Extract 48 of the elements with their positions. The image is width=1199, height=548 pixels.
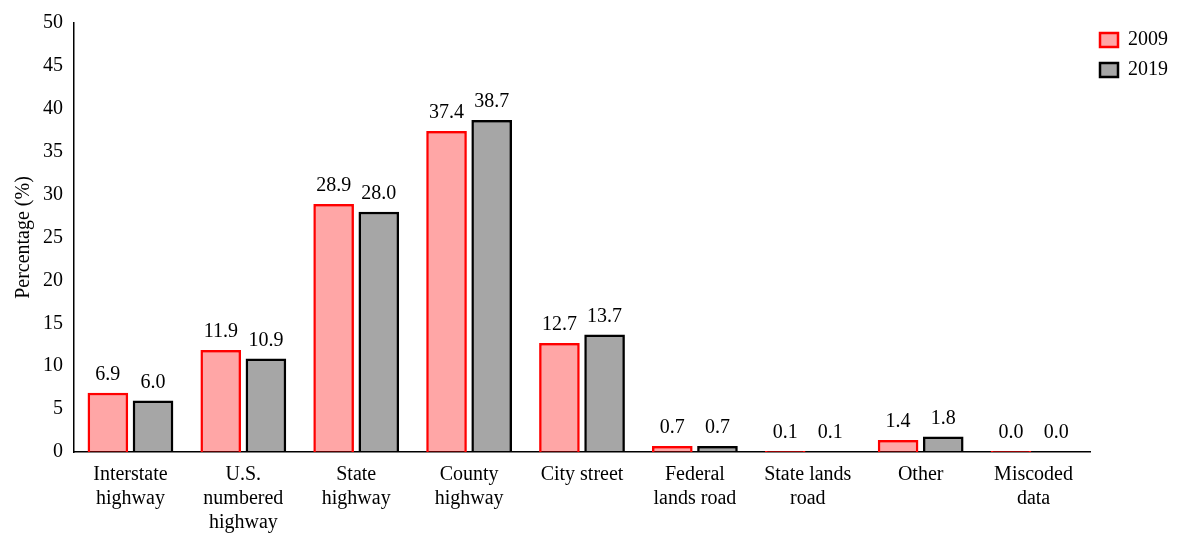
x-tick-label: State lands road xyxy=(764,462,852,509)
y-tick-label: 40 xyxy=(43,96,63,119)
x-tick-label: U.S. numbered highway xyxy=(203,462,284,534)
bar xyxy=(87,392,129,452)
data-label: 11.9 xyxy=(203,319,238,342)
y-tick-label: 5 xyxy=(53,396,63,419)
bar xyxy=(313,204,354,452)
data-label: 0.7 xyxy=(704,415,730,438)
data-label: 6.0 xyxy=(140,369,166,392)
x-tick-label: Other xyxy=(897,462,944,485)
data-label: 6.9 xyxy=(95,362,121,385)
data-label: 12.7 xyxy=(541,312,577,335)
data-label: 1.4 xyxy=(885,409,911,432)
data-label: 37.4 xyxy=(429,100,465,123)
bar xyxy=(426,131,467,452)
y-tick-label: 50 xyxy=(43,10,63,33)
legend-label: 2019 xyxy=(1128,57,1168,80)
y-tick-label: 30 xyxy=(43,181,63,204)
data-label: 0.7 xyxy=(659,415,685,438)
data-label: 0.1 xyxy=(772,420,798,443)
bar xyxy=(651,445,693,452)
x-tick-label: County highway xyxy=(434,462,504,510)
data-label: 28.0 xyxy=(361,181,397,204)
bar xyxy=(877,439,919,452)
data-label: 38.7 xyxy=(474,89,510,112)
data-label: 0.0 xyxy=(998,420,1024,443)
data-label: 10.9 xyxy=(248,327,284,350)
bar xyxy=(539,343,580,452)
data-label: 28.9 xyxy=(316,173,352,196)
x-tick-label: Federal lands road xyxy=(653,462,737,509)
x-tick-label: Interstate highway xyxy=(93,462,168,510)
y-axis-title: Percentage (%) xyxy=(11,176,35,299)
data-label: 0.0 xyxy=(1043,420,1069,443)
x-tick-label: Miscoded data xyxy=(994,462,1073,509)
y-tick-label: 15 xyxy=(43,310,63,333)
bar xyxy=(200,349,242,452)
y-tick-label: 20 xyxy=(43,267,63,290)
data-label: 1.8 xyxy=(930,405,956,428)
data-label: 0.1 xyxy=(817,420,843,443)
y-tick-label: 25 xyxy=(43,224,63,247)
y-tick-label: 45 xyxy=(43,53,63,76)
legend-label: 2009 xyxy=(1128,27,1168,50)
x-tick-label: State highway xyxy=(321,462,391,510)
x-tick-label: City street xyxy=(540,462,624,486)
y-tick-label: 0 xyxy=(53,439,63,462)
y-tick-label: 35 xyxy=(43,138,63,161)
data-label: 13.7 xyxy=(587,303,623,326)
y-tick-label: 10 xyxy=(43,353,63,376)
